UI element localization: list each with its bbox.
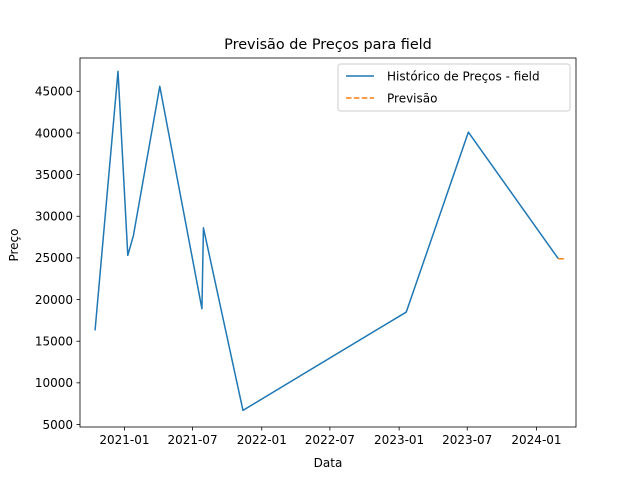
legend-box <box>337 63 571 112</box>
x-tick-label-3: 2022-07 <box>305 433 355 447</box>
chart-title: Previsão de Preços para field <box>224 37 432 53</box>
y-tick-label-3: 20000 <box>35 293 73 307</box>
y-axis-label: Preço <box>7 228 21 261</box>
legend-label-0: Histórico de Preços - field <box>387 69 540 83</box>
x-axis-label: Data <box>314 456 343 470</box>
y-tick-label-7: 40000 <box>35 126 73 140</box>
y-tick-label-2: 15000 <box>35 335 73 349</box>
y-tick-label-5: 30000 <box>35 210 73 224</box>
y-tick-label-4: 25000 <box>35 251 73 265</box>
series-line-0 <box>94 70 559 412</box>
y-tick-label-1: 10000 <box>35 376 73 390</box>
x-tick-label-1: 2021-07 <box>167 433 217 447</box>
y-tick-label-0: 5000 <box>42 418 73 432</box>
x-tick-label-6: 2024-01 <box>511 433 561 447</box>
x-tick-label-2: 2022-01 <box>237 433 287 447</box>
x-tick-label-0: 2021-01 <box>99 433 149 447</box>
legend-label-1: Previsão <box>387 91 437 105</box>
x-tick-label-4: 2023-01 <box>374 433 424 447</box>
plot-area: 2021-01 2021-07 2022-01 2022-07 2023-01 2023-… <box>35 57 577 447</box>
y-tick-label-8: 45000 <box>35 85 73 99</box>
x-tick-label-5: 2023-07 <box>442 433 492 447</box>
axes-frame <box>79 57 577 428</box>
y-tick-label-6: 35000 <box>35 168 73 182</box>
legend: Histórico de Preços - field Previsão <box>337 63 571 112</box>
